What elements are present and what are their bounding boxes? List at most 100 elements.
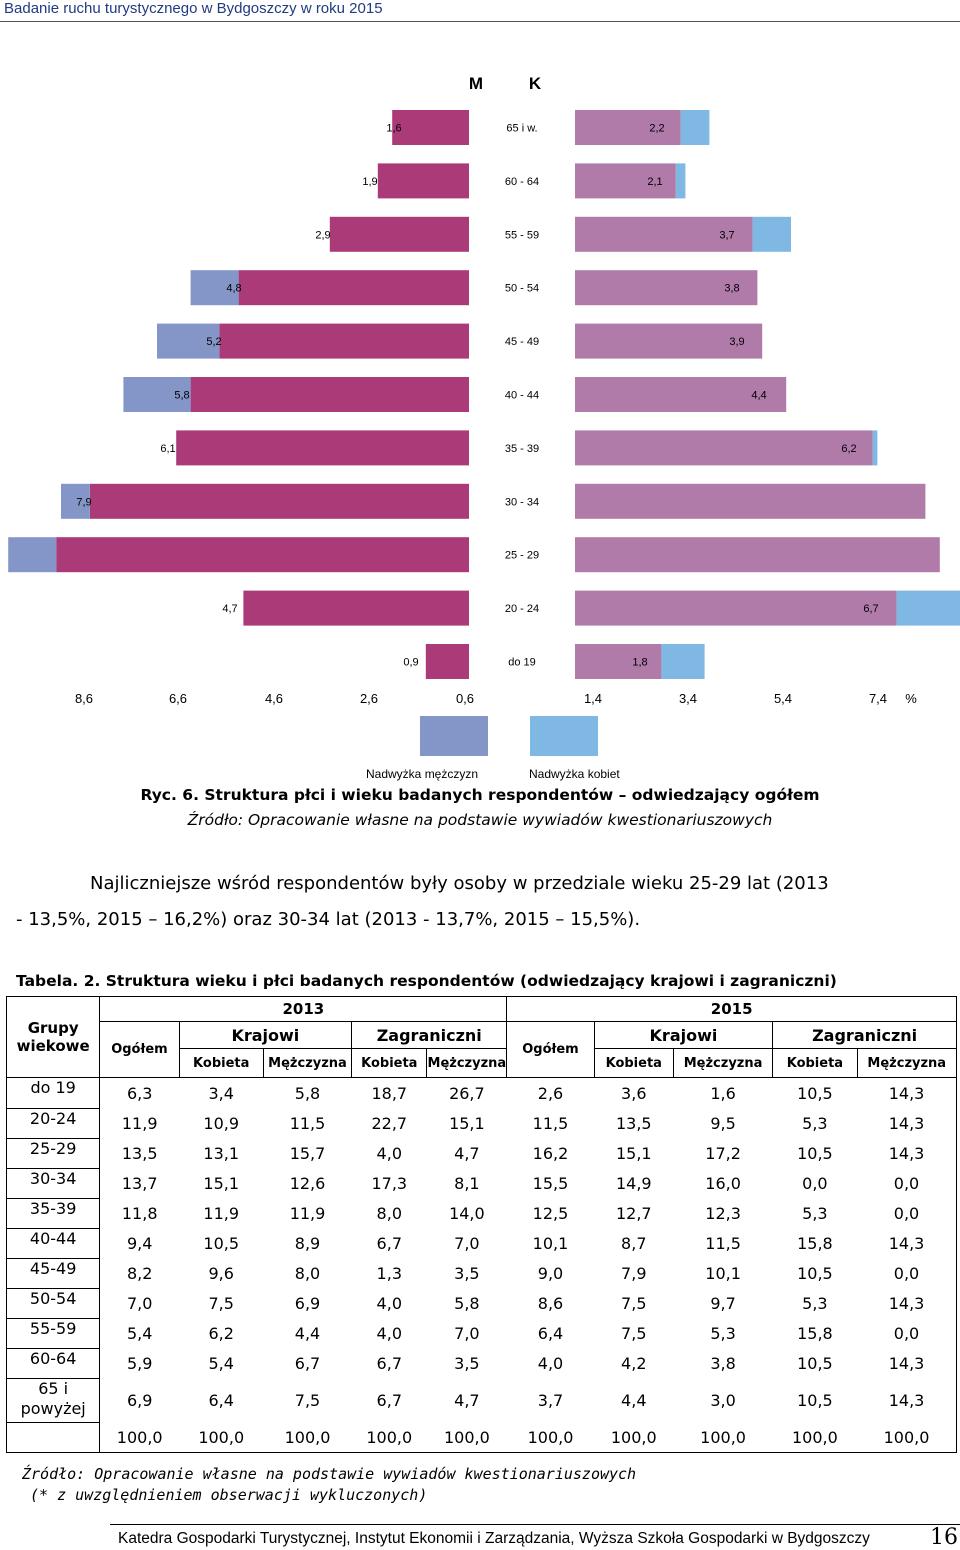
value-cell: 8,0 bbox=[294, 1263, 321, 1283]
value-cell: 9,4 bbox=[126, 1233, 153, 1253]
value-cell: 13,1 bbox=[203, 1143, 240, 1163]
header-age-groups: Grupy wiekowe bbox=[5, 996, 101, 1078]
paragraph-line-2: - 13,5%, 2015 – 16,2%) oraz 30-34 lat (2… bbox=[16, 909, 641, 930]
value-cell: 4,0 bbox=[376, 1323, 402, 1343]
value-cell: 14,3 bbox=[857, 1077, 958, 1108]
value-cell: 9,7 bbox=[710, 1293, 736, 1313]
footer-divider bbox=[110, 1524, 960, 1525]
value-cell: 6,4 bbox=[537, 1323, 564, 1343]
data-label-men: 0,9 bbox=[403, 657, 418, 669]
value-cell: 8,0 bbox=[376, 1203, 402, 1223]
footer-text: Katedra Gospodarki Turystycznej, Instytu… bbox=[118, 1530, 870, 1547]
value-cell: 3,8 bbox=[710, 1353, 736, 1373]
value-cell: 10,5 bbox=[772, 1077, 858, 1108]
value-cell: 11,9 bbox=[121, 1113, 158, 1133]
header-divider bbox=[0, 21, 960, 22]
value-cell: 3,5 bbox=[454, 1263, 480, 1283]
data-label-women: 2,1 bbox=[647, 176, 662, 188]
value-cell: 9,5 bbox=[710, 1113, 736, 1133]
data-label-women: 6,7 bbox=[863, 603, 878, 615]
bar-excess-men bbox=[61, 483, 90, 519]
data-label-women: 2,2 bbox=[649, 123, 664, 135]
value-cell: 6,7 bbox=[376, 1353, 402, 1373]
value-cell: 15,1 bbox=[449, 1113, 485, 1133]
value-cell: 5,3 bbox=[710, 1323, 736, 1343]
bar-excess-men bbox=[190, 270, 239, 306]
header-total-2015: Ogółem bbox=[506, 1021, 595, 1078]
value-cell: 10,1 bbox=[705, 1263, 741, 1283]
value-cell: 26,7 bbox=[426, 1077, 507, 1108]
age-group-cell: 65 i powyżej bbox=[5, 1377, 101, 1423]
bar-men bbox=[392, 110, 469, 145]
bar-excess-women bbox=[661, 644, 705, 679]
value-cell: 5,3 bbox=[802, 1293, 828, 1313]
header-female: Kobieta bbox=[351, 1048, 428, 1078]
value-cell: 8,2 bbox=[126, 1263, 153, 1283]
data-label-women: 6,2 bbox=[841, 443, 856, 455]
table-row: 40-44 9,4 10,5 8,9 6,7 7,0 10,1 8,7 11,5 15,8 14,3 bbox=[5, 1227, 958, 1259]
value-cell: 3,7 bbox=[537, 1390, 564, 1410]
data-label-men: 2,9 bbox=[315, 229, 330, 241]
value-cell: 5,3 bbox=[802, 1113, 828, 1133]
x-unit-label: % bbox=[905, 691, 917, 706]
category-label: 40 - 44 bbox=[505, 390, 539, 402]
value-cell: 7,5 bbox=[621, 1293, 647, 1313]
value-cell: 6,9 bbox=[294, 1293, 321, 1313]
age-group-cell: 50-54 bbox=[5, 1287, 101, 1319]
age-group-cell: 40-44 bbox=[5, 1227, 101, 1259]
value-cell: 100,0 bbox=[263, 1422, 352, 1453]
value-cell: 7,0 bbox=[126, 1293, 153, 1313]
value-cell: 5,8 bbox=[263, 1077, 352, 1108]
category-label: 20 - 24 bbox=[505, 603, 539, 615]
data-label-men: 6,1 bbox=[160, 443, 175, 455]
value-cell: 14,3 bbox=[857, 1138, 958, 1168]
age-gender-table: Grupy wiekowe 2013 2015 Ogółem Krajowi Z… bbox=[5, 996, 958, 1453]
value-cell: 10,5 bbox=[797, 1353, 833, 1373]
value-cell: 100,0 bbox=[594, 1422, 674, 1453]
value-cell: 5,4 bbox=[208, 1353, 234, 1373]
x-tick-label: 5,4 bbox=[774, 691, 792, 706]
series-label-men: M bbox=[469, 74, 483, 93]
value-cell: 0,0 bbox=[802, 1173, 828, 1193]
bar-excess-men bbox=[8, 537, 57, 573]
age-group-cell: 55-59 bbox=[5, 1317, 101, 1349]
data-label-men: 1,6 bbox=[386, 123, 401, 135]
value-cell: 3,0 bbox=[710, 1390, 736, 1410]
value-cell: 5,4 bbox=[126, 1323, 153, 1343]
value-cell: 11,5 bbox=[705, 1233, 741, 1253]
value-cell: 6,3 bbox=[99, 1077, 180, 1108]
value-cell: 16,0 bbox=[705, 1173, 741, 1193]
data-label-men: 4,8 bbox=[226, 283, 241, 295]
value-cell: 15,5 bbox=[532, 1173, 569, 1193]
value-cell: 14,3 bbox=[857, 1288, 958, 1318]
header-male: Mężczyzna bbox=[426, 1048, 508, 1078]
value-cell: 100,0 bbox=[179, 1422, 264, 1453]
value-cell: 7,9 bbox=[621, 1263, 647, 1283]
value-cell: 4,7 bbox=[454, 1390, 480, 1410]
category-label: 35 - 39 bbox=[505, 443, 539, 455]
value-cell: 100,0 bbox=[99, 1422, 180, 1453]
bar-men bbox=[219, 323, 469, 359]
value-cell: 100,0 bbox=[857, 1422, 958, 1453]
age-group-cell: 30-34 bbox=[5, 1167, 101, 1199]
value-cell: 8,9 bbox=[294, 1233, 321, 1253]
bar-men bbox=[56, 537, 469, 573]
population-pyramid-chart: M K 65 i w. 1,6 2,2 60 - 64 1,9 2,1 55 - 59 2,9 3,… bbox=[8, 74, 960, 706]
value-cell: 4,0 bbox=[537, 1353, 564, 1373]
value-cell: 13,5 bbox=[615, 1113, 652, 1133]
value-cell: 3,4 bbox=[179, 1077, 264, 1108]
value-cell: 4,4 bbox=[621, 1390, 647, 1410]
legend-label-excess-women: Nadwyżka kobiet bbox=[529, 767, 620, 781]
value-cell: 10,5 bbox=[203, 1233, 240, 1253]
value-cell: 16,2 bbox=[532, 1143, 569, 1163]
x-tick-label: 8,6 bbox=[75, 691, 93, 706]
value-cell: 3,6 bbox=[594, 1077, 674, 1108]
x-tick-label: 1,4 bbox=[584, 691, 602, 706]
value-cell: 7,0 bbox=[454, 1233, 480, 1253]
value-cell: 15,1 bbox=[203, 1173, 240, 1193]
legend-label-excess-men: Nadwyżka mężczyzn bbox=[366, 767, 479, 781]
header-male: Mężczyzna bbox=[856, 1048, 958, 1078]
x-tick-label: 2,6 bbox=[360, 691, 378, 706]
value-cell: 0,0 bbox=[857, 1318, 958, 1348]
value-cell: 7,5 bbox=[621, 1323, 647, 1343]
